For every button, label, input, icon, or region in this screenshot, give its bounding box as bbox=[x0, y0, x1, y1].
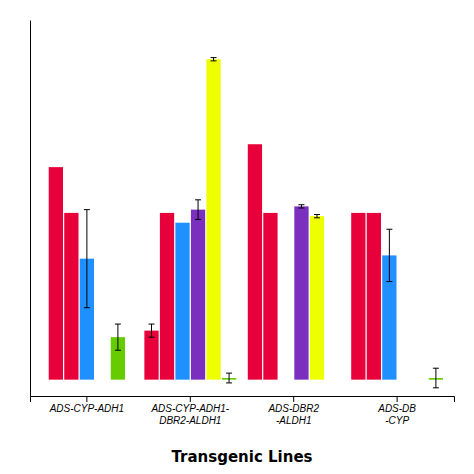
bar bbox=[413, 379, 427, 380]
x-tick-mark bbox=[86, 396, 87, 402]
bar bbox=[144, 331, 158, 380]
x-tick-label: ADS-DB-CYP bbox=[377, 403, 416, 426]
x-tick-label-line: ADS-DB bbox=[377, 403, 416, 414]
bar bbox=[279, 379, 293, 380]
x-axis-title: Transgenic Lines bbox=[171, 448, 312, 466]
error-bar bbox=[115, 324, 121, 350]
chart: ADS-CYP-ADH1 ADS-CYP-ADH1-DBR2-ALDH1 ADS-D… bbox=[0, 0, 474, 474]
x-axis: ADS-CYP-ADH1 ADS-CYP-ADH1-DBR2-ALDH1 ADS-D… bbox=[31, 396, 455, 426]
x-tick-label: ADS-DBR2-ALDH1 bbox=[267, 403, 319, 426]
x-tick: ADS-CYP-ADH1 bbox=[49, 396, 124, 414]
x-tick-label-line: -CYP bbox=[385, 415, 409, 426]
error-bar bbox=[226, 373, 232, 383]
bar bbox=[191, 210, 205, 380]
bar bbox=[310, 216, 324, 379]
x-tick-label-line: ADS-CYP-ADH1- bbox=[150, 403, 229, 414]
x-tick-mark bbox=[190, 396, 191, 402]
error-bar bbox=[195, 200, 201, 220]
bar bbox=[95, 379, 109, 380]
x-tick-mark bbox=[397, 396, 398, 402]
bar bbox=[160, 213, 174, 380]
bar bbox=[367, 213, 381, 380]
bar bbox=[351, 213, 365, 380]
x-tick-label-line: -ALDH1 bbox=[276, 415, 312, 426]
bar bbox=[248, 144, 262, 379]
bar bbox=[175, 223, 189, 380]
bar bbox=[325, 379, 339, 380]
x-tick-label-line: DBR2-ALDH1 bbox=[159, 415, 221, 426]
x-tick: ADS-CYP-ADH1-DBR2-ALDH1 bbox=[150, 396, 229, 426]
y-axis-line bbox=[30, 21, 31, 397]
x-tick-label-line: ADS-DBR2 bbox=[267, 403, 319, 414]
x-tick: ADS-DB-CYP bbox=[377, 396, 416, 426]
bar bbox=[206, 59, 220, 379]
x-tick-label: ADS-CYP-ADH1-DBR2-ALDH1 bbox=[150, 403, 229, 426]
error-bar bbox=[298, 205, 304, 208]
error-bar bbox=[386, 229, 392, 281]
bar bbox=[398, 379, 412, 380]
bar bbox=[64, 213, 78, 380]
y-axis bbox=[30, 21, 31, 397]
error-bar bbox=[149, 324, 155, 337]
bar bbox=[294, 206, 308, 379]
bar bbox=[49, 167, 63, 380]
x-tick-label-line: ADS-CYP-ADH1 bbox=[49, 403, 124, 414]
error-bar bbox=[433, 368, 439, 388]
plot: ADS-CYP-ADH1 ADS-CYP-ADH1-DBR2-ALDH1 ADS-D… bbox=[31, 21, 455, 426]
bar bbox=[263, 213, 277, 380]
error-bar bbox=[314, 215, 320, 218]
x-tick-mark bbox=[293, 396, 294, 402]
bars bbox=[49, 58, 443, 388]
x-tick: ADS-DBR2-ALDH1 bbox=[267, 396, 319, 426]
x-axis-line bbox=[31, 397, 455, 403]
x-tick-label: ADS-CYP-ADH1 bbox=[49, 403, 124, 414]
error-bar bbox=[84, 210, 90, 308]
error-bar bbox=[211, 58, 217, 61]
